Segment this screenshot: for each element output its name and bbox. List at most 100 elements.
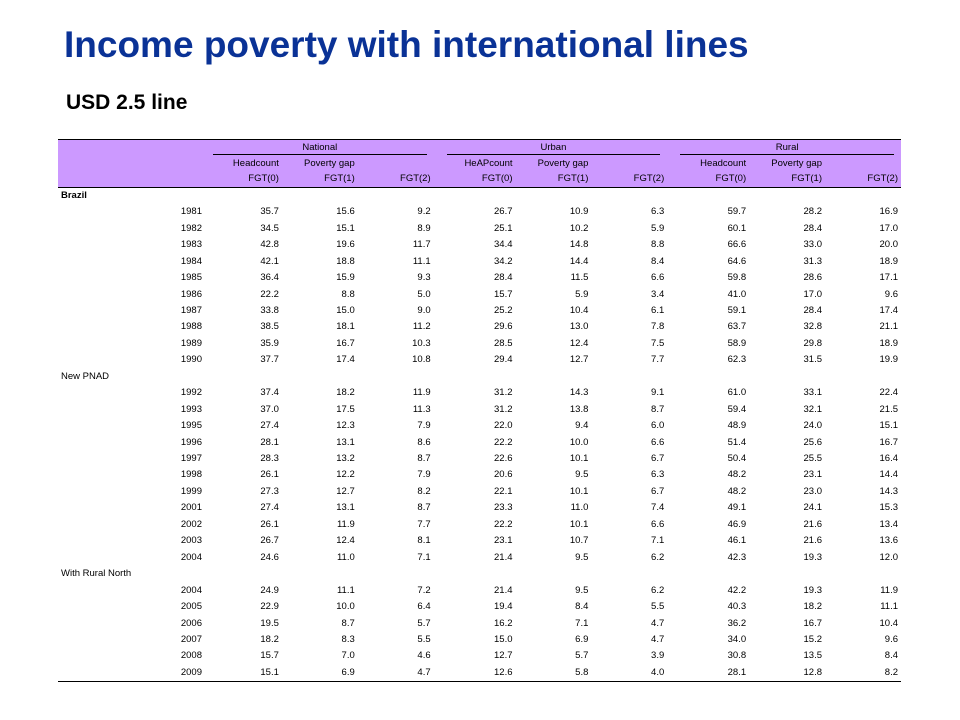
value-cell: 28.4	[494, 272, 513, 284]
value-cell: 10.0	[336, 601, 355, 613]
value-cell: 8.8	[651, 239, 665, 251]
table-row: 1987 33.8 15.0 9.0 25.2 10.4 6.1 59.1 28.4 17.4	[58, 303, 901, 319]
value-cell: 30.8	[727, 650, 747, 662]
year-cell: 1988	[180, 321, 202, 333]
value-cell: 9.2	[417, 206, 431, 218]
value-cell: 8.7	[651, 403, 665, 415]
value-cell: 32.1	[803, 403, 823, 415]
value-cell: 28.5	[494, 337, 513, 349]
value-cell: 11.9	[336, 518, 355, 530]
value-cell: 11.1	[412, 255, 431, 267]
value-cell: 10.1	[569, 453, 589, 465]
value-cell: 7.2	[417, 584, 431, 596]
value-cell: 12.0	[879, 551, 899, 563]
value-cell: 28.4	[803, 222, 823, 234]
value-cell: 12.4	[336, 535, 355, 547]
value-cell: 24.9	[260, 584, 279, 596]
value-cell: 26.7	[494, 206, 513, 218]
table-row: 2004 24.9 11.1 7.2 21.4 9.5 6.2 42.2 19.3 11.9	[58, 583, 901, 599]
table-row: 1984 42.1 18.8 11.1 34.2 14.4 8.4 64.6 31.3 18.9	[58, 254, 901, 270]
value-cell: 8.6	[417, 436, 431, 448]
value-cell: 50.4	[727, 453, 747, 465]
year-cell: 1981	[180, 206, 202, 218]
year-cell: 2005	[180, 601, 202, 613]
value-cell: 13.1	[336, 436, 355, 448]
value-cell: 19.3	[803, 551, 823, 563]
value-cell: 36.4	[260, 272, 279, 284]
value-cell: 31.2	[494, 403, 513, 415]
value-cell: 16.7	[336, 337, 355, 349]
group-header-national: National	[206, 138, 434, 156]
year-cell: 2006	[180, 617, 202, 629]
value-cell: 29.8	[803, 337, 823, 349]
value-cell: 40.3	[727, 601, 747, 613]
header-row-measures: Headcount Poverty gap HeAPcount Poverty …	[58, 155, 901, 172]
value-cell: 12.3	[336, 420, 355, 432]
value-cell: 21.5	[879, 403, 899, 415]
value-cell: 16.4	[879, 453, 899, 465]
spacer-cell	[667, 664, 674, 683]
year-cell: 1998	[180, 469, 202, 481]
value-cell: 6.2	[651, 551, 665, 563]
value-cell: 59.4	[727, 403, 747, 415]
table-row: 1995 27.4 12.3 7.9 22.0 9.4 6.0 48.9 24.0 15.1	[58, 418, 901, 434]
value-cell: 14.3	[569, 387, 589, 399]
value-cell: 15.0	[336, 304, 355, 316]
value-cell: 27.4	[260, 420, 279, 432]
year-cell: 2009	[58, 664, 206, 683]
value-cell: 29.6	[494, 321, 513, 333]
measure-header: Poverty gap	[515, 155, 592, 172]
value-cell: 18.1	[336, 321, 355, 333]
value-cell: 4.6	[417, 650, 431, 662]
value-cell: 26.1	[260, 518, 279, 530]
value-cell: 6.3	[651, 469, 665, 481]
measure-header	[357, 155, 434, 172]
value-cell: 17.4	[879, 304, 899, 316]
value-cell: 6.7	[651, 485, 665, 497]
value-cell: 60.1	[727, 222, 747, 234]
value-cell: 34.0	[727, 634, 747, 646]
year-cell: 2001	[180, 502, 202, 514]
value-cell: 63.7	[727, 321, 747, 333]
value-cell: 24.0	[803, 420, 823, 432]
value-cell: 9.5	[575, 551, 589, 563]
value-cell: 8.4	[884, 650, 898, 662]
fgt-header: FGT(2)	[357, 171, 434, 188]
value-cell: 9.5	[575, 469, 589, 481]
value-cell: 46.9	[727, 518, 747, 530]
measure-header: Poverty gap	[749, 155, 825, 172]
table-row: 1992 37.4 18.2 11.9 31.2 14.3 9.1 61.0 33.1 22.4	[58, 385, 901, 401]
value-cell: 15.1	[879, 420, 899, 432]
value-cell: 21.1	[879, 321, 899, 333]
table-row: 1983 42.8 19.6 11.7 34.4 14.8 8.8 66.6 33.0 20.0	[58, 237, 901, 253]
value-cell: 32.8	[803, 321, 823, 333]
fgt-header: FGT(2)	[825, 171, 901, 188]
value-cell: 28.3	[260, 453, 279, 465]
value-cell: 22.1	[494, 485, 513, 497]
value-cell: 6.2	[651, 584, 665, 596]
value-cell: 7.4	[651, 502, 665, 514]
year-cell: 1993	[180, 403, 202, 415]
value-cell: 17.1	[879, 272, 899, 284]
year-cell: 2004	[180, 551, 202, 563]
value-cell: 10.4	[569, 304, 589, 316]
value-cell: 5.7	[575, 650, 589, 662]
value-cell: 9.3	[417, 272, 431, 284]
value-cell: 23.1	[803, 469, 823, 481]
value-cell: 4.7	[651, 617, 665, 629]
value-cell: 15.1	[336, 222, 355, 234]
value-cell: 22.2	[494, 436, 513, 448]
table-body: Brazil 1981 35.7 15.6 9.2 26.7 10.9 6.3 59.7 28.2…	[58, 187, 901, 683]
value-cell: 31.5	[803, 354, 823, 366]
value-cell: 8.9	[417, 222, 431, 234]
measure-header: Headcount	[206, 155, 282, 172]
value-cell: 31.3	[803, 255, 823, 267]
value-cell: 24.6	[260, 551, 279, 563]
value-cell: 21.4	[494, 551, 513, 563]
value-cell: 10.1	[569, 518, 589, 530]
table-row: 1988 38.5 18.1 11.2 29.6 13.0 7.8 63.7 32.8 21.1	[58, 319, 901, 335]
value-cell: 49.1	[727, 502, 747, 514]
value-cell: 10.7	[569, 535, 589, 547]
value-cell: 21.6	[803, 535, 823, 547]
value-cell: 25.6	[803, 436, 823, 448]
